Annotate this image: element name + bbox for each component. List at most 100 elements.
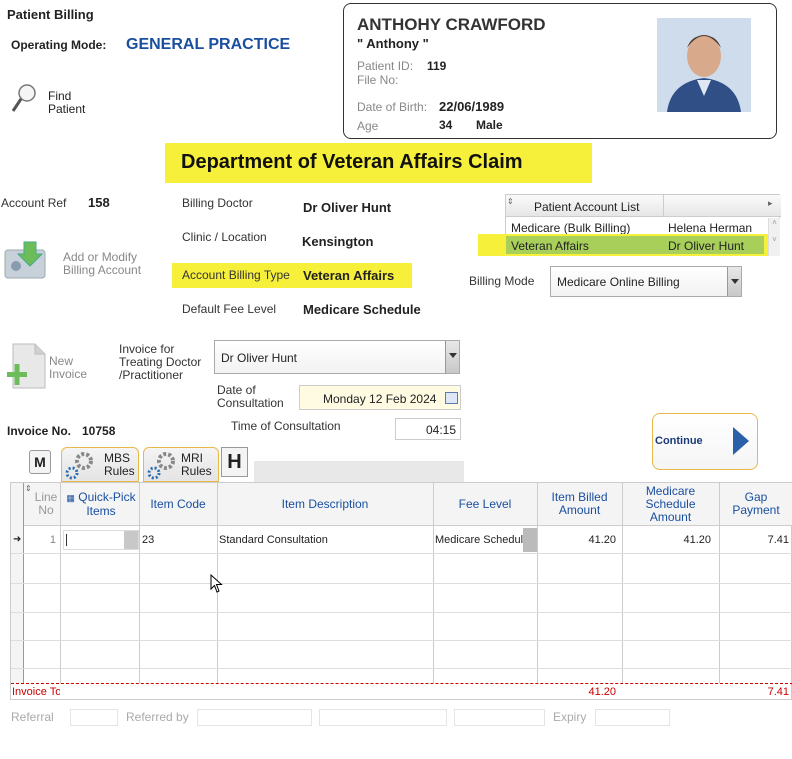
patient-id-value: 119 [427,59,447,73]
account-row-selected[interactable]: Veteran Affairs Dr Oliver Hunt [506,236,764,254]
col-gap: Gap [744,490,768,504]
patient-nickname: " Anthony " [357,36,429,51]
date-label: Date of [217,383,256,397]
col-billed-2: Amount [558,503,601,517]
col-quick-pick[interactable]: ▦ Quick-Pick Items [66,490,136,518]
table-row[interactable] [11,613,792,641]
age-value: 34 [439,118,453,132]
tab-h[interactable]: H [221,447,248,477]
invoice-for-label-3: /Practitioner [119,368,184,382]
account-ref-label: Account Ref [1,196,67,210]
table-row[interactable]: ➜ 1 23 Standard Consultation Medicare Sc… [11,526,792,554]
scroll-down-icon: ˅ [772,235,777,244]
col-item-description: Item Description [281,497,369,511]
treating-doctor-select[interactable]: Dr Oliver Hunt [214,340,460,374]
billing-doctor-value: Dr Oliver Hunt [303,200,392,215]
account-list: Patient Account List ⇕ ▸ Medicare (Bulk … [478,194,781,256]
gear-icon [65,452,93,480]
billing-mode-value: Medicare Online Billing [557,275,680,289]
patient-name: ANTHOHY CRAWFORD [357,15,546,34]
account-edit-icon [4,241,46,279]
new-invoice-button[interactable] [5,342,47,390]
new-invoice-label-2: Invoice [49,367,88,381]
scrollbar[interactable]: ˄ ˅ [768,218,780,256]
grid-icon: ▦ [66,493,75,503]
sort-icon: ⇕ [507,197,514,206]
quick-pick-select[interactable] [63,530,139,550]
consultation-date-field[interactable]: Monday 12 Feb 2024 [299,385,461,410]
referred-by-field[interactable] [197,709,312,726]
referred-by-detail-field[interactable] [319,709,447,726]
tab-mri-label: MRI [181,451,203,465]
tab-mri-rules[interactable]: MRI Rules [143,447,219,482]
account-row-type: Medicare (Bulk Billing) [511,221,631,235]
invoice-for-label: Invoice for [119,342,175,356]
find-label: Find [48,89,72,103]
magnifier-icon [11,84,36,112]
tab-m[interactable]: M [29,450,51,474]
table-row[interactable] [11,641,792,669]
file-no-label: File No: [357,73,399,87]
col-line: Line [34,490,58,504]
invoice-no-label: Invoice No. [7,424,72,438]
add-account-label: Add or Modify [63,250,138,264]
time-field[interactable]: 04:15 [395,418,461,440]
cell-line: 1 [49,534,56,546]
chevron-down-icon [445,341,459,373]
calendar-icon[interactable] [445,392,458,404]
dob-value: 22/06/1989 [439,99,505,114]
billing-type-value: Veteran Affairs [303,268,395,283]
scroll-up-icon: ˄ [772,218,777,227]
col-billed: Item Billed [551,490,608,504]
col-item-code: Item Code [150,497,206,511]
fee-level-value: Medicare Schedule [303,302,421,317]
cell-item-description[interactable]: Standard Consultation [219,534,328,546]
chevron-down-icon [727,267,741,296]
col-schedule: Medicare [645,484,696,498]
scroll-right-icon[interactable]: ▸ [768,198,773,208]
cell-schedule: 41.20 [683,534,711,546]
col-schedule-2: Schedule [645,497,696,511]
cell-gap: 7.41 [767,534,789,546]
cell-billed[interactable]: 41.20 [588,534,616,546]
col-schedule-3: Amount [649,510,692,524]
totals-label: Invoice To [12,686,60,698]
totals-billed: 41.20 [588,686,616,698]
add-account-label-2: Billing Account [63,263,142,277]
invoice-grid: ⇕ Line No ▦ Quick-Pick Items Item Code I… [10,482,792,700]
clinic-label: Clinic / Location [182,230,267,244]
op-mode-value: GENERAL PRACTICE [126,36,291,53]
fee-dropdown-button[interactable] [523,528,537,552]
cell-item-code[interactable]: 23 [142,534,155,546]
continue-button[interactable]: Continue [652,413,758,470]
table-row[interactable] [11,584,792,613]
add-account-button[interactable] [2,240,52,282]
account-row[interactable]: Medicare (Bulk Billing) Helena Herman [506,218,768,236]
page-title: Patient Billing [7,7,94,22]
totals-gap: 7.41 [767,686,789,698]
billing-mode-select[interactable]: Medicare Online Billing [550,266,742,297]
referral-date-field[interactable] [454,709,545,726]
new-invoice-label: New [49,354,74,368]
account-row-doctor: Dr Oliver Hunt [668,239,745,253]
mouse-cursor-icon [210,574,223,593]
patient-card: ANTHOHY CRAWFORD " Anthony " Patient ID:… [343,3,777,139]
tab-mbs-label-2: Rules [104,464,135,478]
referral-field[interactable] [70,709,118,726]
find-patient-button[interactable] [10,82,40,116]
table-row[interactable] [11,555,792,584]
invoice-for-label-2: Treating Doctor [119,355,202,369]
row-pointer-icon: ➜ [13,534,22,545]
tab-mbs-label: MBS [104,451,131,465]
tab-mri-label-2: Rules [181,464,212,478]
tab-mbs-rules[interactable]: MBS Rules [61,447,139,482]
arrow-right-icon [733,427,749,455]
account-row-type: Veteran Affairs [511,239,589,253]
expiry-label: Expiry [553,710,587,724]
dob-label: Date of Birth: [357,100,428,114]
cell-fee-level[interactable]: Medicare Schedule [435,534,523,546]
time-label: Time of Consultation [231,419,341,433]
expiry-field[interactable] [595,709,670,726]
continue-label: Continue [655,435,703,447]
col-gap-2: Payment [732,503,780,517]
